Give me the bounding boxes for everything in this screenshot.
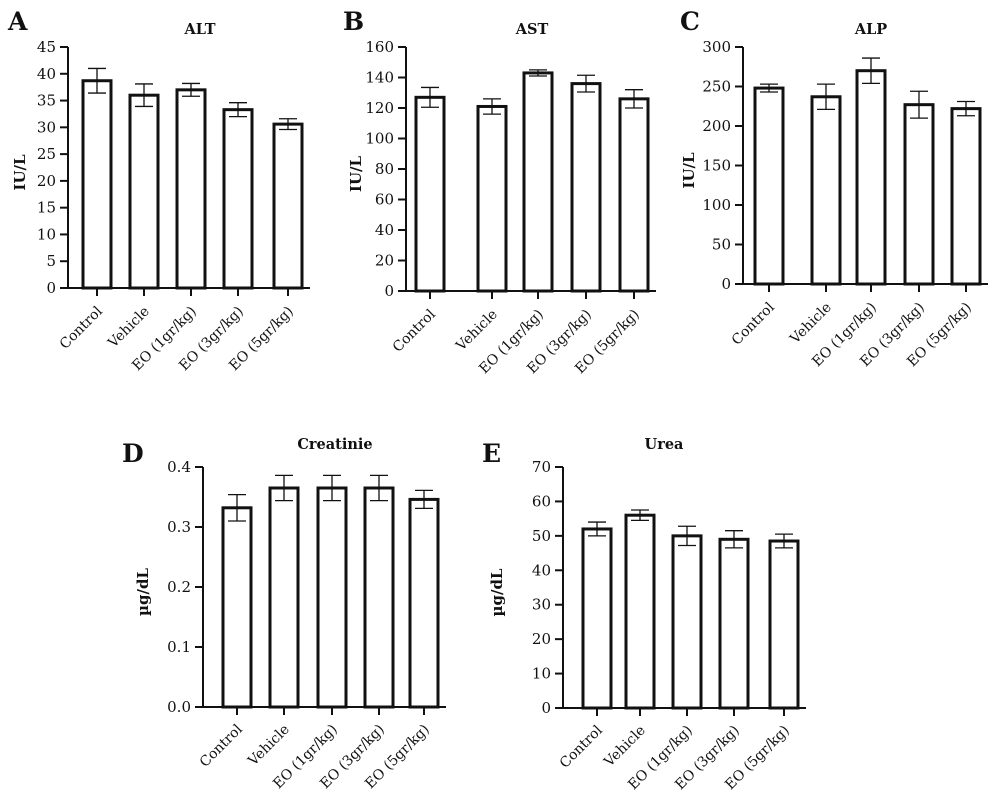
panel-e-bar-eo-5gr-kg — [768, 539, 800, 710]
panel-a-y-tick-label: 15 — [37, 199, 56, 217]
panel-b-y-tick-label: 140 — [365, 69, 394, 87]
panel-a-bar-vehicle — [128, 93, 160, 290]
panel-c-y-tick-label: 100 — [702, 196, 731, 214]
panel-a-y-tick-label: 45 — [37, 38, 56, 56]
panel-a-category-label: Vehicle — [105, 304, 153, 352]
panel-b-y-tick-label: 20 — [375, 252, 394, 270]
panel-a-y-axis-label: IU/L — [11, 154, 29, 191]
panel-c-y-tick-label: 200 — [702, 117, 731, 135]
panel-d-bar-eo-1gr-kg — [316, 486, 348, 709]
panel-e-y-tick-label: 0 — [541, 699, 551, 717]
panel-b-category-label: Control — [390, 306, 439, 355]
panel-d-category-label: Vehicle — [245, 722, 293, 770]
panel-e-category-label: Control — [557, 722, 606, 771]
panel-a-y-tick-label: 10 — [37, 225, 56, 243]
panel-d-y-axis-label: µg/dL — [134, 568, 152, 616]
panel-c-bar-eo-3gr-kg — [903, 103, 935, 286]
panel-e-bar-eo-3gr-kg — [718, 537, 750, 710]
panel-d-y-tick-label: 0.1 — [167, 638, 191, 656]
panel-e-y-tick-label: 20 — [532, 630, 551, 648]
panel-a-bar-eo-1gr-kg — [175, 88, 207, 290]
panel-d-y-tick-label: 0.0 — [167, 698, 191, 716]
panel-e-y-axis-label: µg/dL — [488, 568, 506, 616]
panel-b-y-tick-label: 40 — [375, 221, 394, 239]
panel-b-y-tick-label: 80 — [375, 160, 394, 178]
panel-c-bar-eo-5gr-kg — [950, 107, 982, 286]
panel-e-bar-eo-1gr-kg — [671, 534, 703, 710]
panel-a-y-tick-label: 20 — [37, 172, 56, 190]
panel-a-bar-control — [81, 79, 113, 290]
panel-b-y-tick-label: 100 — [365, 130, 394, 148]
panel-b-y-tick-label: 0 — [384, 282, 394, 300]
panel-b-y-tick-label: 120 — [365, 99, 394, 117]
panel-d-letter: D — [122, 439, 144, 468]
panel-c-y-tick-label: 50 — [712, 236, 731, 254]
panel-b-bar-control — [414, 95, 446, 293]
panel-e-category-label: Vehicle — [601, 723, 649, 771]
panel-a-y-tick-label: 25 — [37, 145, 56, 163]
panel-b-bar-eo-5gr-kg — [618, 97, 650, 293]
panel-d-y-tick-label: 0.3 — [167, 518, 191, 536]
panel-d-category-label: Control — [197, 721, 246, 770]
panel-e-bar-vehicle — [624, 513, 656, 710]
panel-e-y-tick-label: 50 — [532, 527, 551, 545]
panel-c-y-tick-label: 300 — [702, 38, 731, 56]
panel-c-y-tick-label: 150 — [702, 157, 731, 175]
panel-d-bar-vehicle — [268, 486, 300, 709]
panel-b-y-tick-label: 60 — [375, 191, 394, 209]
panel-c-y-tick-label: 0 — [721, 275, 731, 293]
panel-c-category-label: Control — [729, 299, 778, 348]
panel-d-bar-eo-5gr-kg — [408, 497, 440, 709]
panel-c-y-axis-label: IU/L — [680, 152, 698, 189]
panel-a-category-label: Control — [57, 303, 106, 352]
panel-a-y-tick-label: 30 — [37, 118, 56, 136]
panel-d-y-tick-label: 0.4 — [167, 458, 191, 476]
panel-b-title: AST — [515, 21, 549, 38]
panel-a-y-tick-label: 35 — [37, 92, 56, 110]
panel-e-y-tick-label: 30 — [532, 596, 551, 614]
panel-e-y-tick-label: 70 — [532, 458, 551, 476]
panel-a-letter: A — [7, 7, 28, 36]
panel-b-bar-eo-3gr-kg — [570, 82, 602, 293]
panel-b-letter: B — [343, 7, 364, 36]
panel-b-y-tick-label: 160 — [365, 38, 394, 56]
panel-d-y-tick-label: 0.2 — [167, 578, 191, 596]
panel-c-y-tick-label: 250 — [702, 78, 731, 96]
panel-a-bar-eo-3gr-kg — [222, 108, 254, 290]
panel-e-letter: E — [482, 439, 501, 468]
panel-a-title: ALT — [183, 21, 215, 38]
panel-d-bar-control — [221, 506, 253, 709]
panel-b-bar-eo-1gr-kg — [522, 71, 554, 293]
panel-c-bar-control — [753, 86, 785, 286]
panel-a-bar-eo-5gr-kg — [272, 122, 304, 290]
panel-e-y-tick-label: 60 — [532, 492, 551, 510]
panel-a-y-tick-label: 40 — [37, 65, 56, 83]
panel-b-y-axis-label: IU/L — [347, 155, 365, 192]
panel-a-y-tick-label: 0 — [46, 279, 56, 297]
panel-e-title: Urea — [645, 436, 685, 453]
panel-c-bar-vehicle — [810, 95, 842, 286]
panel-e-y-tick-label: 10 — [532, 665, 551, 683]
panel-c-bar-eo-1gr-kg — [855, 69, 887, 286]
panel-e-bar-control — [581, 527, 613, 710]
panel-a-y-tick-label: 5 — [46, 252, 56, 270]
panel-c-title: ALP — [854, 21, 887, 38]
panel-c-letter: C — [680, 7, 700, 36]
panel-b-bar-vehicle — [476, 104, 508, 293]
panel-d-bar-eo-3gr-kg — [363, 486, 395, 709]
panel-d-title: Creatinie — [297, 436, 372, 453]
panel-e-y-tick-label: 40 — [532, 561, 551, 579]
